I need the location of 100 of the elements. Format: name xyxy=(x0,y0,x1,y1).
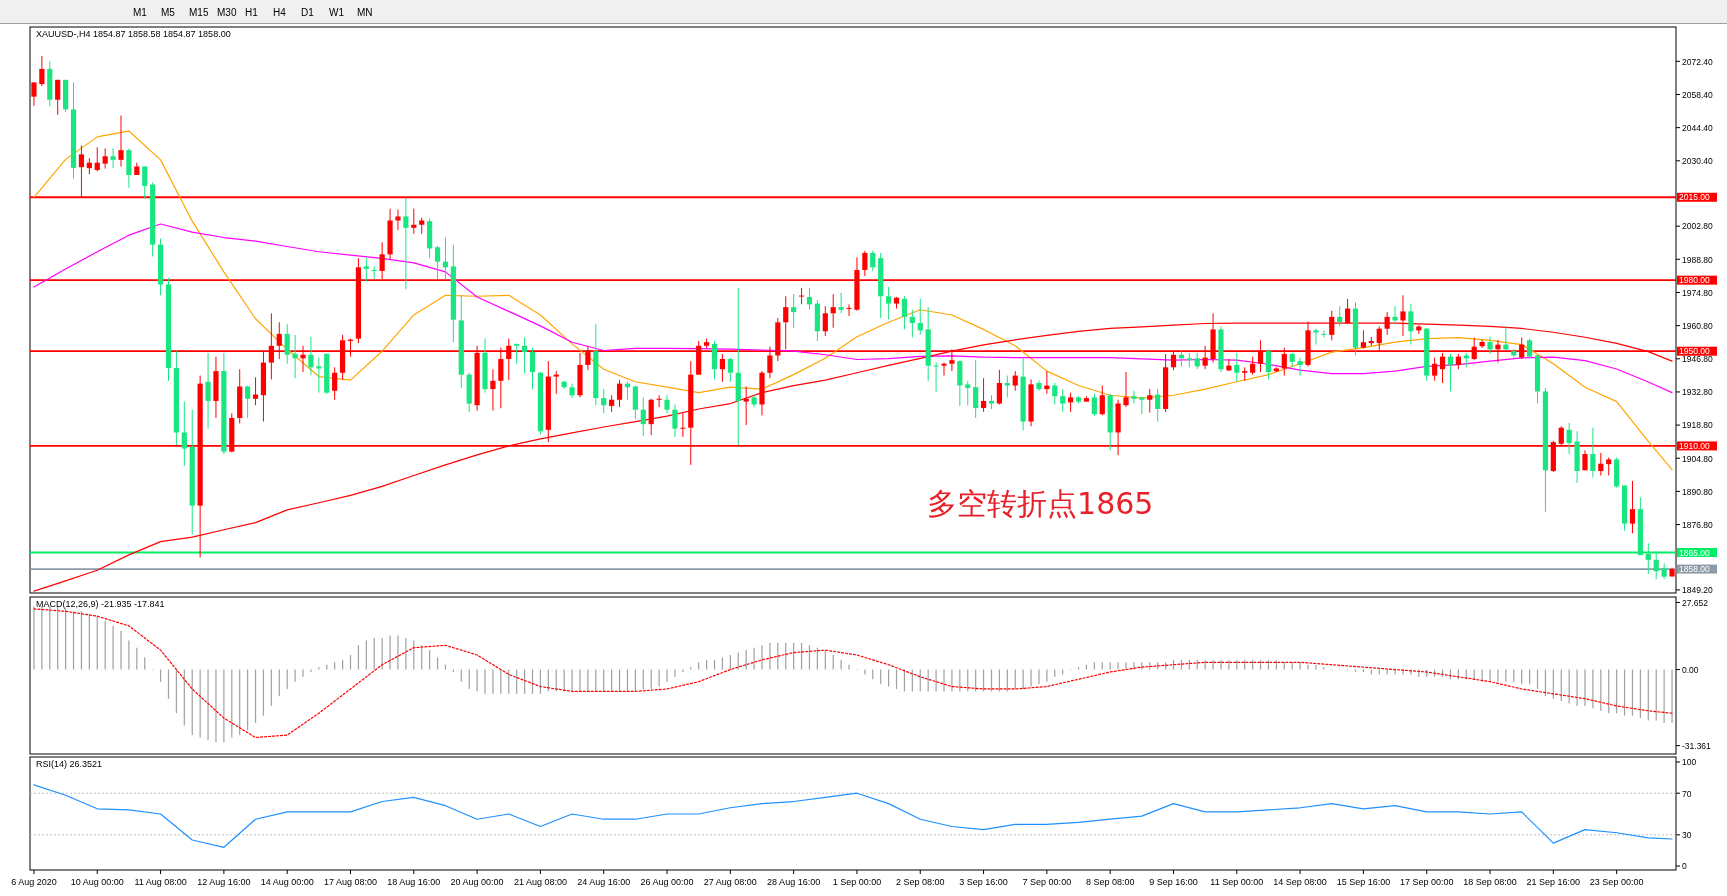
y-tick-label: 27.652 xyxy=(1682,597,1709,608)
line-series xyxy=(33,784,1673,848)
x-tick-label: 1 Sep 00:00 xyxy=(832,877,882,887)
candlestick xyxy=(601,388,607,414)
candlestick xyxy=(1392,305,1398,325)
y-tick-label: 1932.80 xyxy=(1682,387,1713,398)
candlestick xyxy=(1004,375,1010,398)
candlestick xyxy=(1099,385,1105,416)
candlestick xyxy=(434,245,441,280)
candlestick xyxy=(791,293,797,329)
y-tick-label: 2044.40 xyxy=(1682,122,1713,133)
chart-title: XAUUSD-,H4 1854.87 1858.58 1854.87 1858.00 xyxy=(36,29,231,39)
candlestick xyxy=(181,401,187,467)
candlestick xyxy=(403,197,409,290)
candlestick xyxy=(616,379,623,408)
candlestick xyxy=(1012,370,1018,392)
candlestick xyxy=(1297,357,1303,377)
candlestick xyxy=(941,362,947,377)
candlestick xyxy=(1479,339,1485,349)
x-tick-label: 10 Aug 00:00 xyxy=(70,877,124,887)
candlestick xyxy=(1313,328,1319,346)
candlestick xyxy=(886,286,892,320)
x-tick-label: 23 Sep 00:00 xyxy=(1589,877,1644,887)
x-tick-label: 15 Sep 16:00 xyxy=(1336,877,1391,887)
candlestick xyxy=(521,336,528,374)
candlestick xyxy=(862,250,868,277)
line-series xyxy=(33,223,1673,394)
x-tick-label: 11 Aug 08:00 xyxy=(134,877,187,887)
candlestick xyxy=(1447,353,1454,392)
candlestick xyxy=(1408,303,1414,346)
candlestick xyxy=(798,287,805,305)
candlestick xyxy=(901,295,908,330)
text: H4 xyxy=(273,7,287,18)
x-tick-label: 14 Aug 00:00 xyxy=(260,877,314,887)
candlestick xyxy=(672,403,678,438)
y-tick-label: 2030.40 xyxy=(1682,156,1713,167)
candlestick xyxy=(553,370,559,395)
text: H1 xyxy=(245,7,259,18)
x-tick-label: 26 Aug 00:00 xyxy=(640,877,694,887)
y-tick-label: 1918.80 xyxy=(1682,420,1713,431)
x-tick-label: 21 Aug 08:00 xyxy=(513,877,567,887)
x-tick-label: 11 Sep 00:00 xyxy=(1210,877,1264,887)
candlestick xyxy=(1432,357,1438,382)
candlestick xyxy=(1321,329,1327,338)
candlestick xyxy=(284,323,290,365)
candlestick xyxy=(1598,452,1604,477)
x-tick-label: 17 Aug 08:00 xyxy=(323,877,378,887)
x-tick-label: 7 Sep 00:00 xyxy=(1022,877,1072,887)
x-tick-label: 9 Sep 16:00 xyxy=(1149,877,1198,887)
candlestick xyxy=(909,309,915,338)
candlestick xyxy=(142,165,148,199)
candlestick xyxy=(743,385,749,426)
candlestick xyxy=(822,305,828,337)
y-tick-label: 1988.80 xyxy=(1682,254,1713,265)
candlestick xyxy=(996,369,1002,405)
candlestick xyxy=(395,209,401,231)
candlestick xyxy=(1645,542,1651,575)
candlestick xyxy=(1147,388,1153,414)
y-tick-label: 30 xyxy=(1682,830,1692,841)
ref-line-label: 1865.00 xyxy=(1679,547,1710,558)
candlestick xyxy=(1590,427,1596,478)
x-tick-label: 20 Aug 00:00 xyxy=(450,877,504,887)
y-tick-label: 0 xyxy=(1682,861,1687,872)
candlestick xyxy=(332,366,338,401)
y-tick-label: 1904.80 xyxy=(1682,453,1713,464)
candlestick xyxy=(1155,388,1161,423)
ref-line-label: 1950.00 xyxy=(1679,346,1710,357)
candlestick xyxy=(719,353,726,383)
x-tick-label: 28 Aug 16:00 xyxy=(767,877,821,887)
line-series xyxy=(33,608,1673,739)
candlestick xyxy=(55,79,61,116)
y-tick-label: 1974.80 xyxy=(1682,287,1713,298)
candlestick xyxy=(1068,392,1074,413)
x-tick-label: 14 Sep 08:00 xyxy=(1273,877,1327,887)
candlestick xyxy=(727,357,733,383)
y-tick-label: -31.361 xyxy=(1682,740,1712,751)
x-tick-label: 18 Aug 16:00 xyxy=(387,877,441,887)
y-tick-label: 1946.80 xyxy=(1682,354,1713,365)
candlestick xyxy=(1131,390,1137,405)
ref-line-label: 1858.00 xyxy=(1679,564,1710,575)
ref-line-label: 1980.00 xyxy=(1679,275,1710,286)
y-tick-label: 2002.80 xyxy=(1682,221,1713,232)
candlestick xyxy=(870,250,876,272)
candlestick xyxy=(31,81,37,107)
text: MN xyxy=(357,7,373,18)
candlestick xyxy=(1052,382,1058,405)
candlestick xyxy=(245,385,251,419)
candlestick xyxy=(838,292,844,314)
ref-line-label: 2015.00 xyxy=(1679,192,1710,203)
candlestick xyxy=(846,303,852,317)
candlestick xyxy=(1060,388,1066,413)
chart-title: MACD(12,26,9) -21.935 -17.841 xyxy=(36,599,165,609)
candlestick xyxy=(316,357,322,394)
candlestick xyxy=(973,359,979,419)
chart-title: RSI(14) 26.3521 xyxy=(36,759,103,769)
candlestick xyxy=(680,412,686,438)
candlestick xyxy=(656,394,662,408)
annotation: 多空转折点1865 xyxy=(927,485,1154,521)
candlestick xyxy=(1653,550,1659,580)
candlestick xyxy=(363,256,369,283)
